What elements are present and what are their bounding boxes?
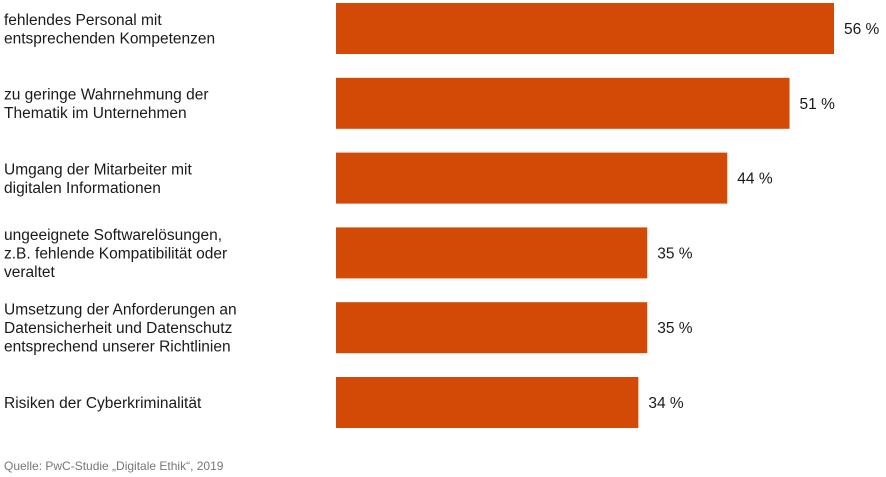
value-label-6: 34 %: [648, 395, 684, 412]
value-label-1: 56 %: [844, 21, 880, 38]
category-label-2: zu geringe Wahrnehmung der Thematik im Un…: [4, 87, 209, 123]
bar-6: [336, 377, 639, 428]
bar-5: [336, 302, 648, 354]
category-label-4: ungeeignete Softwarelösungen, z.B. fehlen…: [4, 227, 227, 281]
source-note: Quelle: PwC-Studie „Digitale Ethik“, 201…: [4, 459, 224, 473]
value-label-5: 35 %: [657, 320, 693, 337]
category-label-5: Umsetzung der Anforderungen an Datensiche…: [4, 302, 237, 356]
bar-1: [336, 3, 834, 54]
value-label-3: 44 %: [737, 171, 773, 188]
bar-2: [336, 77, 790, 129]
category-label-6: Risiken der Cyberkriminalität: [4, 395, 202, 412]
value-label-4: 35 %: [657, 245, 693, 262]
category-label-3: Umgang der Mitarbeiter mit digitalen Info…: [4, 161, 192, 197]
bar-4: [336, 227, 648, 279]
value-label-2: 51 %: [800, 96, 836, 113]
category-label-1: fehlendes Personal mit entsprechenden Kom…: [4, 12, 215, 48]
bar-3: [336, 152, 728, 204]
